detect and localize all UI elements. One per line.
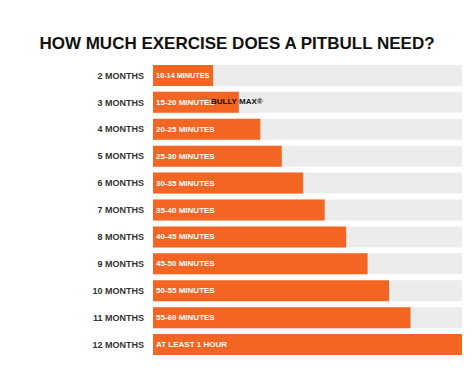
svg-text:6 MONTHS: 6 MONTHS: [97, 178, 144, 188]
svg-text:35-40 MINUTES: 35-40 MINUTES: [156, 206, 215, 215]
svg-text:10 MONTHS: 10 MONTHS: [92, 286, 144, 296]
svg-text:AT LEAST 1 HOUR: AT LEAST 1 HOUR: [156, 340, 227, 349]
svg-text:2 MONTHS: 2 MONTHS: [97, 71, 144, 81]
svg-text:8 MONTHS: 8 MONTHS: [97, 232, 144, 242]
svg-text:5 MONTHS: 5 MONTHS: [97, 151, 144, 161]
svg-text:12 MONTHS: 12 MONTHS: [92, 340, 144, 350]
svg-text:45-50 MINUTES: 45-50 MINUTES: [156, 259, 215, 268]
svg-text:11 MONTHS: 11 MONTHS: [93, 313, 144, 323]
svg-text:40-45 MINUTES: 40-45 MINUTES: [156, 232, 215, 241]
svg-text:30-35 MINUTES: 30-35 MINUTES: [156, 179, 215, 188]
svg-text:4 MONTHS: 4 MONTHS: [97, 124, 144, 134]
svg-text:7 MONTHS: 7 MONTHS: [97, 205, 144, 215]
svg-text:10-14 MINUTES: 10-14 MINUTES: [156, 71, 209, 80]
svg-text:BULLY MAX®: BULLY MAX®: [211, 97, 263, 106]
svg-text:15-20 MINUTES: 15-20 MINUTES: [156, 98, 215, 107]
svg-text:50-55 MINUTES: 50-55 MINUTES: [156, 286, 215, 295]
svg-text:HOW MUCH EXERCISE DOES A PITBU: HOW MUCH EXERCISE DOES A PITBULL NEED?: [39, 34, 434, 53]
svg-text:55-60 MINUTES: 55-60 MINUTES: [156, 313, 215, 322]
svg-text:3 MONTHS: 3 MONTHS: [97, 98, 144, 108]
svg-text:20-25 MINUTES: 20-25 MINUTES: [156, 125, 215, 134]
svg-text:9 MONTHS: 9 MONTHS: [97, 259, 144, 269]
svg-text:25-30 MINUTES: 25-30 MINUTES: [156, 152, 215, 161]
